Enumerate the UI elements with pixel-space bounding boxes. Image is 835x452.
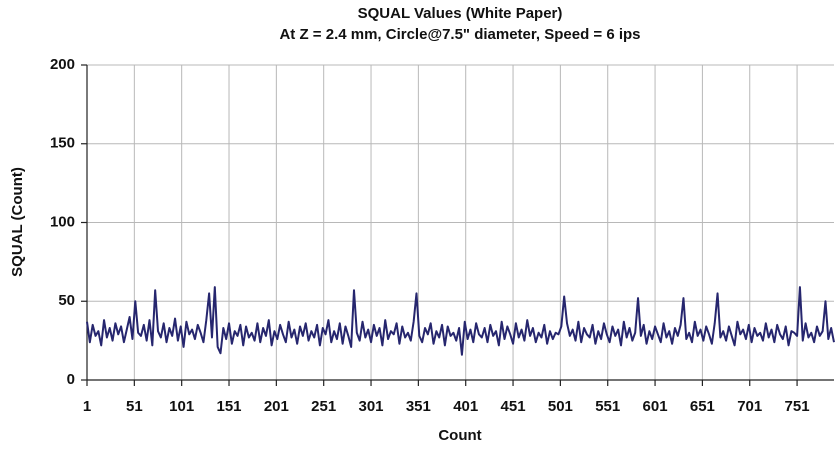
x-tick-label: 701	[737, 398, 762, 415]
y-tick-label: 0	[67, 371, 75, 388]
y-tick-label: 50	[58, 292, 75, 309]
x-tick-label: 151	[216, 398, 241, 415]
x-tick-label: 201	[264, 398, 289, 415]
x-axis-label: Count	[438, 427, 481, 444]
y-tick-label: 200	[50, 56, 75, 73]
x-tick-label: 51	[126, 398, 143, 415]
x-tick-label: 251	[311, 398, 336, 415]
x-tick-label: 451	[501, 398, 526, 415]
data-line	[86, 286, 835, 356]
y-tick-label: 150	[50, 135, 75, 152]
x-tick-label: 751	[785, 398, 810, 415]
x-tick-label: 1	[83, 398, 91, 415]
x-tick-label: 301	[359, 398, 384, 415]
x-tick-label: 351	[406, 398, 431, 415]
y-axis-label: SQUAL (Count)	[9, 167, 26, 277]
x-tick-label: 601	[643, 398, 668, 415]
y-tick-label: 100	[50, 213, 75, 230]
x-tick-label: 101	[169, 398, 194, 415]
x-tick-label: 501	[548, 398, 573, 415]
x-tick-label: 401	[453, 398, 478, 415]
chart-subtitle: At Z = 2.4 mm, Circle@7.5" diameter, Spe…	[279, 26, 640, 43]
x-tick-label: 651	[690, 398, 715, 415]
x-tick-label: 551	[595, 398, 620, 415]
chart-title: SQUAL Values (White Paper)	[358, 5, 563, 22]
